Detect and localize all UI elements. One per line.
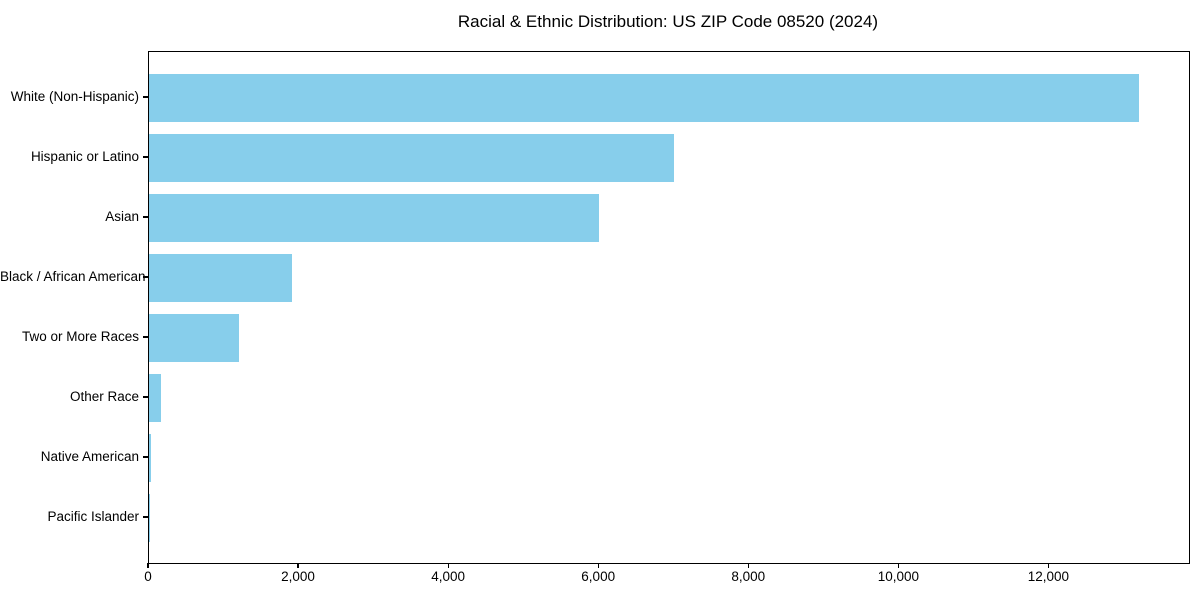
y-tick-label-hispanic-or-latino: Hispanic or Latino: [30, 149, 139, 164]
x-tick-label-0: 0: [144, 569, 152, 584]
chart-title: Racial & Ethnic Distribution: US ZIP Cod…: [457, 12, 879, 31]
y-tick-label-black-african-american: Black / African American: [0, 269, 146, 284]
y-tick-label-asian: Asian: [105, 209, 139, 224]
x-tick-mark: [747, 563, 749, 568]
bar-native-american: [149, 434, 151, 482]
x-tick-mark: [297, 563, 299, 568]
x-tick-label-4000: 4,000: [431, 569, 466, 584]
y-axis: White (Non-Hispanic) Hispanic or Latino As…: [0, 0, 146, 600]
x-tick-label-10000: 10,000: [877, 569, 919, 584]
y-tick-label-pacific-islander: Pacific Islander: [47, 509, 139, 524]
x-tick-label-12000: 12,000: [1027, 569, 1070, 584]
x-tick-mark: [447, 563, 449, 568]
bar-hispanic-or-latino: [149, 134, 675, 182]
x-tick-mark: [897, 563, 899, 568]
bar-asian: [149, 194, 600, 242]
y-tick-mark: [143, 516, 148, 518]
y-tick-mark: [143, 216, 148, 218]
x-tick-label-6000: 6,000: [581, 569, 616, 584]
y-tick-mark: [143, 276, 148, 278]
y-tick-label-white-non-hispanic: White (Non-Hispanic): [10, 89, 139, 104]
x-tick-mark: [147, 563, 149, 568]
y-tick-mark: [143, 336, 148, 338]
x-tick-mark: [1047, 563, 1050, 568]
y-tick-mark: [143, 456, 148, 458]
x-tick-label-2000: 2,000: [281, 569, 315, 584]
y-tick-label-other-race: Other Race: [69, 389, 139, 404]
bar-two-or-more-races: [149, 314, 240, 362]
plot-area: [148, 51, 1190, 564]
y-tick-mark: [143, 396, 148, 398]
y-tick-label-native-american: Native American: [40, 449, 139, 464]
y-tick-mark: [143, 96, 148, 98]
y-tick-label-two-or-more-races: Two or More Races: [21, 329, 139, 344]
bar-other-race: [149, 374, 161, 422]
bar-black-african-american: [149, 254, 292, 302]
x-tick-label-8000: 8,000: [731, 569, 766, 584]
bar-white-non-hispanic: [149, 74, 1140, 122]
y-tick-mark: [143, 156, 148, 158]
x-tick-mark: [597, 563, 599, 568]
